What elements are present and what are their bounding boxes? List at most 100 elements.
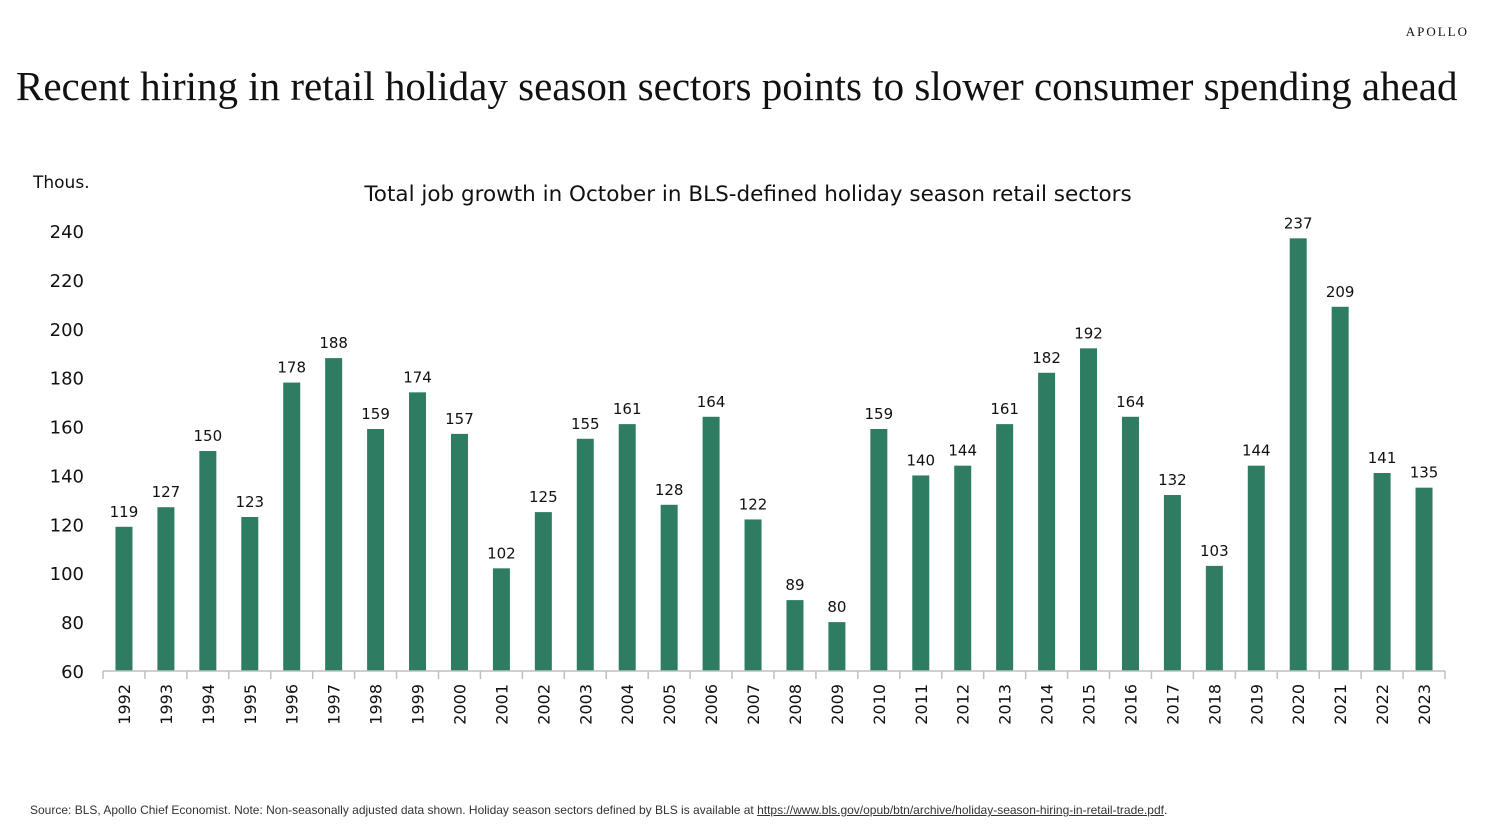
x-tick-label: 2013 [996,684,1015,725]
x-tick-label: 2009 [828,684,847,725]
bar [534,512,552,671]
y-axis-unit-label: Thous. [32,173,90,193]
data-label: 141 [1368,449,1397,467]
x-tick-label: 2021 [1331,684,1350,725]
x-tick-label: 1995 [241,684,260,725]
bar [870,429,888,671]
x-tick-label: 2011 [912,684,931,725]
bar [325,358,343,671]
x-tick-label: 2005 [660,684,679,725]
data-label: 209 [1326,283,1355,301]
x-tick-label: 2004 [618,684,637,725]
data-label: 89 [785,576,804,594]
bar [576,438,594,671]
bar [157,507,175,671]
x-tick-label: 1994 [199,684,218,725]
y-tick-label: 100 [50,564,84,585]
brand-logo: APOLLO [1405,24,1469,39]
data-label: 157 [445,410,474,428]
data-label: 102 [487,544,516,562]
bar [367,429,385,671]
bar [912,475,930,671]
y-tick-label: 120 [50,515,84,536]
bar [1415,487,1433,671]
bar [954,465,972,671]
y-tick-label: 200 [50,320,84,341]
bar [618,424,636,671]
data-label: 161 [613,400,642,418]
data-label: 182 [1032,349,1061,367]
data-label: 135 [1410,464,1439,482]
data-label: 125 [529,488,558,506]
bar [660,504,678,671]
bar [786,600,804,671]
x-tick-label: 1996 [283,684,302,725]
bar [702,416,720,671]
chart-title: Total job growth in October in BLS-defin… [363,182,1131,207]
y-tick-label: 240 [50,222,84,243]
bar [115,526,133,671]
y-tick-label: 80 [61,613,84,634]
data-label: 144 [948,442,977,460]
bar [1163,495,1181,671]
data-label: 128 [655,481,684,499]
data-label: 123 [235,493,264,511]
x-tick-label: 2010 [870,684,889,725]
bar [1121,416,1139,671]
data-label: 127 [152,483,181,501]
data-label: 237 [1284,214,1313,232]
y-tick-label: 160 [50,418,84,439]
x-tick-label: 2016 [1121,684,1140,725]
data-label: 122 [739,495,768,513]
x-tick-label: 1998 [367,684,386,725]
x-tick-label: 2023 [1415,684,1434,725]
bar [1080,348,1098,671]
bar [283,382,301,671]
bar [492,568,510,671]
y-tick-label: 220 [50,271,84,292]
data-label: 159 [865,405,894,423]
source-link[interactable]: https://www.bls.gov/opub/btn/archive/hol… [757,803,1164,817]
data-label: 150 [194,427,223,445]
data-label: 192 [1074,324,1103,342]
bar [1247,465,1265,671]
data-label: 174 [403,368,432,386]
x-tick-label: 2020 [1289,684,1308,725]
bar [828,622,846,671]
x-tick-label: 2012 [954,684,973,725]
y-tick-label: 180 [50,369,84,390]
source-footnote: Source: BLS, Apollo Chief Economist. Not… [30,803,1167,817]
x-tick-label: 2000 [450,684,469,725]
x-tick-label: 2001 [492,684,511,725]
data-label: 140 [906,451,935,469]
data-label: 159 [361,405,390,423]
x-tick-label: 1992 [115,684,134,725]
source-text: Source: BLS, Apollo Chief Economist. Not… [30,803,758,817]
data-label: 132 [1158,471,1187,489]
bar [744,519,762,671]
page-title: Recent hiring in retail holiday season s… [16,63,1458,109]
x-tick-label: 2015 [1080,684,1099,725]
x-tick-label: 2006 [702,684,721,725]
data-label: 103 [1200,542,1229,560]
x-tick-label: 2018 [1205,684,1224,725]
y-tick-label: 60 [61,662,84,683]
x-tick-label: 2008 [786,684,805,725]
x-tick-label: 2017 [1163,684,1182,725]
data-label: 188 [319,334,348,352]
x-tick-label: 2014 [1038,684,1057,725]
data-label: 155 [571,415,600,433]
x-tick-label: 1999 [409,684,428,725]
bar [199,451,217,671]
data-label: 80 [827,598,846,616]
data-label: 164 [697,393,726,411]
bar [1038,372,1056,671]
bar [1205,565,1223,671]
x-tick-label: 1997 [325,684,344,725]
x-tick-label: 2003 [576,684,595,725]
data-label: 161 [990,400,1019,418]
bar [996,424,1014,671]
x-tick-label: 2022 [1373,684,1392,725]
x-tick-label: 1993 [157,684,176,725]
data-label: 119 [110,503,139,521]
